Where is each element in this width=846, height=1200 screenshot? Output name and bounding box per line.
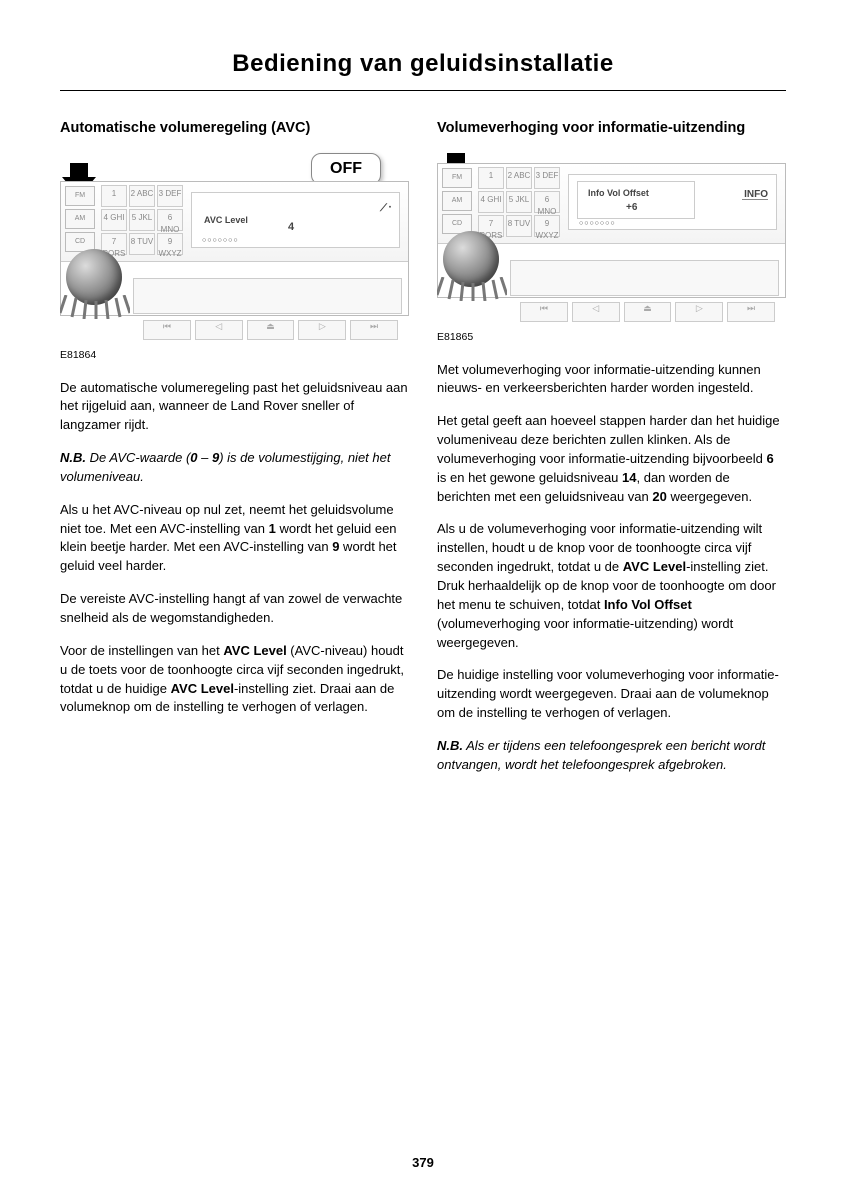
left-p4: Voor de instellingen van het AVC Level (…: [60, 642, 409, 717]
display-inner-box: Info Vol Offset +6: [577, 181, 695, 219]
key-9: 9 WXYZ: [157, 233, 183, 255]
key-5: 5 JKL: [129, 209, 155, 231]
band-buttons: FM AM CD: [65, 186, 95, 255]
display-value: 4: [288, 221, 294, 233]
band-buttons: FM AM CD: [442, 168, 472, 237]
key-9: 9 WXYZ: [534, 215, 560, 237]
left-column: Automatische volumeregeling (AVC) OFF FM…: [60, 119, 409, 789]
note-val-0: 0: [190, 450, 197, 465]
key-6: 6 MNO: [534, 191, 560, 213]
rp2-a: Het getal geeft aan hoeveel stappen hard…: [437, 413, 780, 466]
transport-buttons: ⏮ ◁ ⏏ ▷ ⏭: [143, 320, 398, 340]
key-4: 4 GHI: [478, 191, 504, 213]
right-p3: Als u de volumeverhoging voor informatie…: [437, 520, 786, 652]
radio-display: AVC Level 4 ⟋᛫ ○○○○○○○: [191, 192, 400, 248]
display-label: AVC Level: [204, 215, 248, 225]
page-number: 379: [0, 1155, 846, 1170]
band-am-button: AM: [65, 209, 95, 229]
eject-icon: ⏏: [624, 302, 672, 322]
right-column: Volumeverhoging voor informatie-uitzendi…: [437, 119, 786, 789]
cassette-slot: [510, 260, 779, 296]
right-note: N.B. Als er tijdens een telefoongesprek …: [437, 737, 786, 775]
rewind-icon: ◁: [195, 320, 243, 340]
rp2-b: is en het gewone geluidsniveau: [437, 470, 622, 485]
knob-turn-rays-icon: [437, 277, 507, 301]
key-3: 3 DEF: [534, 167, 560, 189]
right-figure: FM AM CD 1 2 ABC 3 DEF 4 GHI 5 JKL 6 MNO…: [437, 153, 786, 325]
rewind-icon: ◁: [572, 302, 620, 322]
knob-turn-rays-icon: [60, 295, 130, 319]
keypad: 1 2 ABC 3 DEF 4 GHI 5 JKL 6 MNO 7 PQRS 8…: [478, 167, 560, 237]
p4-a: Voor de instellingen van het: [60, 643, 223, 658]
display-dots: ○○○○○○○: [202, 237, 239, 244]
info-underline: [742, 199, 768, 200]
p4-avc-1: AVC Level: [223, 643, 286, 658]
rp2-v6: 6: [767, 451, 774, 466]
nb-label: N.B.: [437, 738, 463, 753]
p4-avc-2: AVC Level: [171, 681, 234, 696]
radio-display: Info Vol Offset +6 INFO ○○○○○○○: [568, 174, 777, 230]
right-p2: Het getal geeft aan hoeveel stappen hard…: [437, 412, 786, 506]
display-label: Info Vol Offset: [588, 188, 649, 198]
display-value: +6: [626, 202, 637, 213]
key-1: 1: [478, 167, 504, 189]
note-text-a: De AVC-waarde (: [86, 450, 190, 465]
eject-icon: ⏏: [247, 320, 295, 340]
prev-track-icon: ⏮: [520, 302, 568, 322]
left-note1: N.B. De AVC-waarde (0 – 9) is de volumes…: [60, 449, 409, 487]
note-text: Als er tijdens een telefoongesprek een b…: [437, 738, 765, 772]
radio-upper-panel: FM AM CD 1 2 ABC 3 DEF 4 GHI 5 JKL 6 MNO…: [438, 164, 785, 244]
rp3-c: (volumeverhoging voor informatie-uitzend…: [437, 616, 733, 650]
key-8: 8 TUV: [129, 233, 155, 255]
forward-icon: ▷: [298, 320, 346, 340]
display-dots: ○○○○○○○: [579, 220, 616, 227]
key-8: 8 TUV: [506, 215, 532, 237]
page-title: Bediening van geluidsinstallatie: [60, 50, 786, 91]
p2-val-1: 1: [269, 521, 276, 536]
band-fm-button: FM: [442, 168, 472, 188]
left-p1: De automatische volumeregeling past het …: [60, 379, 409, 436]
left-p3: De vereiste AVC-instelling hangt af van …: [60, 590, 409, 628]
left-figure: OFF FM AM CD 1 2 ABC 3 DEF 4 GHI: [60, 153, 409, 343]
left-p2: Als u het AVC-niveau op nul zet, neemt h…: [60, 501, 409, 576]
right-heading: Volumeverhoging voor informatie-uitzendi…: [437, 119, 786, 139]
key-3: 3 DEF: [157, 185, 183, 207]
rp3-info: Info Vol Offset: [604, 597, 692, 612]
radio-upper-panel: FM AM CD 1 2 ABC 3 DEF 4 GHI 5 JKL 6 MNO…: [61, 182, 408, 262]
prev-track-icon: ⏮: [143, 320, 191, 340]
key-5: 5 JKL: [506, 191, 532, 213]
cassette-slot: [133, 278, 402, 314]
key-2: 2 ABC: [129, 185, 155, 207]
band-fm-button: FM: [65, 186, 95, 206]
next-track-icon: ⏭: [350, 320, 398, 340]
transport-buttons: ⏮ ◁ ⏏ ▷ ⏭: [520, 302, 775, 322]
right-p4: De huidige instelling voor volumeverhogi…: [437, 666, 786, 723]
left-figure-caption: E81864: [60, 349, 409, 361]
nb-label: N.B.: [60, 450, 86, 465]
rp3-avc: AVC Level: [623, 559, 686, 574]
antenna-icon: ⟋᛫: [380, 203, 393, 214]
key-1: 1: [101, 185, 127, 207]
band-am-button: AM: [442, 191, 472, 211]
left-heading: Automatische volumeregeling (AVC): [60, 119, 409, 139]
note-text-dash: –: [198, 450, 212, 465]
rp2-d: weergegeven.: [667, 489, 752, 504]
key-6: 6 MNO: [157, 209, 183, 231]
next-track-icon: ⏭: [727, 302, 775, 322]
key-2: 2 ABC: [506, 167, 532, 189]
key-4: 4 GHI: [101, 209, 127, 231]
right-p1: Met volumeverhoging voor informatie-uitz…: [437, 361, 786, 399]
keypad: 1 2 ABC 3 DEF 4 GHI 5 JKL 6 MNO 7 PQRS 8…: [101, 185, 183, 255]
forward-icon: ▷: [675, 302, 723, 322]
rp2-v14: 14: [622, 470, 636, 485]
two-column-layout: Automatische volumeregeling (AVC) OFF FM…: [60, 119, 786, 789]
right-figure-caption: E81865: [437, 331, 786, 343]
rp2-v20: 20: [652, 489, 666, 504]
